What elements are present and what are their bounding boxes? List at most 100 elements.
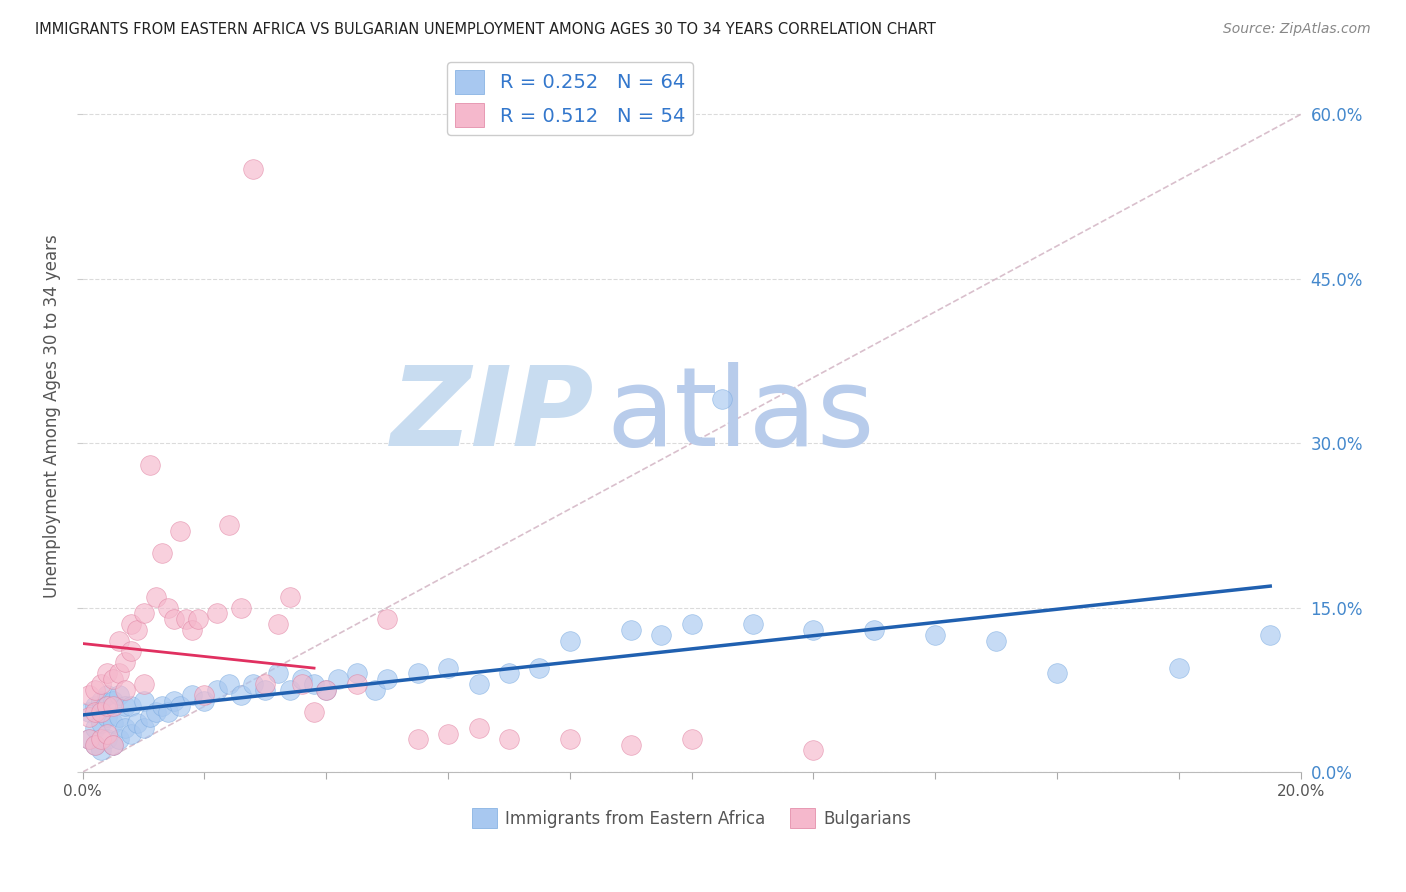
- Point: [346, 677, 368, 691]
- Point: [278, 590, 301, 604]
- Point: [96, 699, 118, 714]
- Point: [120, 644, 142, 658]
- Point: [90, 694, 112, 708]
- Point: [364, 682, 387, 697]
- Point: [101, 738, 124, 752]
- Point: [242, 677, 264, 691]
- Point: [114, 682, 136, 697]
- Point: [254, 682, 277, 697]
- Point: [558, 633, 581, 648]
- Point: [328, 672, 350, 686]
- Point: [529, 661, 551, 675]
- Point: [406, 732, 429, 747]
- Point: [193, 694, 215, 708]
- Point: [90, 677, 112, 691]
- Point: [156, 600, 179, 615]
- Text: atlas: atlas: [606, 362, 875, 469]
- Point: [90, 732, 112, 747]
- Point: [127, 623, 149, 637]
- Point: [193, 689, 215, 703]
- Point: [145, 705, 167, 719]
- Point: [101, 694, 124, 708]
- Point: [681, 617, 703, 632]
- Point: [291, 677, 314, 691]
- Point: [77, 689, 100, 703]
- Point: [863, 623, 886, 637]
- Point: [96, 727, 118, 741]
- Point: [1046, 666, 1069, 681]
- Point: [187, 611, 209, 625]
- Point: [181, 689, 204, 703]
- Point: [254, 677, 277, 691]
- Point: [1258, 628, 1281, 642]
- Text: IMMIGRANTS FROM EASTERN AFRICA VS BULGARIAN UNEMPLOYMENT AMONG AGES 30 TO 34 YEA: IMMIGRANTS FROM EASTERN AFRICA VS BULGAR…: [35, 22, 936, 37]
- Point: [302, 705, 325, 719]
- Point: [205, 682, 228, 697]
- Point: [163, 694, 186, 708]
- Point: [291, 672, 314, 686]
- Point: [375, 672, 398, 686]
- Point: [96, 732, 118, 747]
- Point: [229, 689, 252, 703]
- Point: [375, 611, 398, 625]
- Point: [101, 672, 124, 686]
- Point: [681, 732, 703, 747]
- Point: [181, 623, 204, 637]
- Point: [242, 162, 264, 177]
- Point: [150, 699, 173, 714]
- Point: [145, 590, 167, 604]
- Point: [138, 458, 160, 472]
- Point: [174, 611, 197, 625]
- Point: [90, 705, 112, 719]
- Point: [803, 623, 825, 637]
- Point: [467, 677, 489, 691]
- Point: [169, 524, 191, 538]
- Point: [120, 617, 142, 632]
- Point: [114, 699, 136, 714]
- Point: [924, 628, 946, 642]
- Point: [120, 727, 142, 741]
- Point: [218, 677, 240, 691]
- Point: [132, 677, 155, 691]
- Point: [108, 710, 131, 724]
- Point: [437, 661, 460, 675]
- Point: [406, 666, 429, 681]
- Point: [83, 738, 105, 752]
- Point: [620, 623, 643, 637]
- Point: [83, 721, 105, 735]
- Point: [96, 666, 118, 681]
- Point: [127, 715, 149, 730]
- Point: [138, 710, 160, 724]
- Point: [77, 732, 100, 747]
- Point: [83, 682, 105, 697]
- Point: [108, 633, 131, 648]
- Point: [266, 666, 288, 681]
- Point: [120, 699, 142, 714]
- Point: [498, 666, 520, 681]
- Point: [1167, 661, 1189, 675]
- Point: [437, 727, 460, 741]
- Point: [114, 656, 136, 670]
- Legend: Immigrants from Eastern Africa, Bulgarians: Immigrants from Eastern Africa, Bulgaria…: [465, 801, 918, 835]
- Point: [711, 392, 734, 407]
- Point: [218, 518, 240, 533]
- Point: [163, 611, 186, 625]
- Point: [498, 732, 520, 747]
- Point: [266, 617, 288, 632]
- Point: [278, 682, 301, 697]
- Text: Source: ZipAtlas.com: Source: ZipAtlas.com: [1223, 22, 1371, 37]
- Point: [803, 743, 825, 757]
- Point: [83, 699, 105, 714]
- Point: [156, 705, 179, 719]
- Point: [620, 738, 643, 752]
- Point: [302, 677, 325, 691]
- Point: [169, 699, 191, 714]
- Point: [114, 721, 136, 735]
- Point: [132, 721, 155, 735]
- Y-axis label: Unemployment Among Ages 30 to 34 years: Unemployment Among Ages 30 to 34 years: [44, 234, 60, 598]
- Point: [101, 699, 124, 714]
- Point: [650, 628, 672, 642]
- Point: [77, 710, 100, 724]
- Point: [90, 743, 112, 757]
- Point: [346, 666, 368, 681]
